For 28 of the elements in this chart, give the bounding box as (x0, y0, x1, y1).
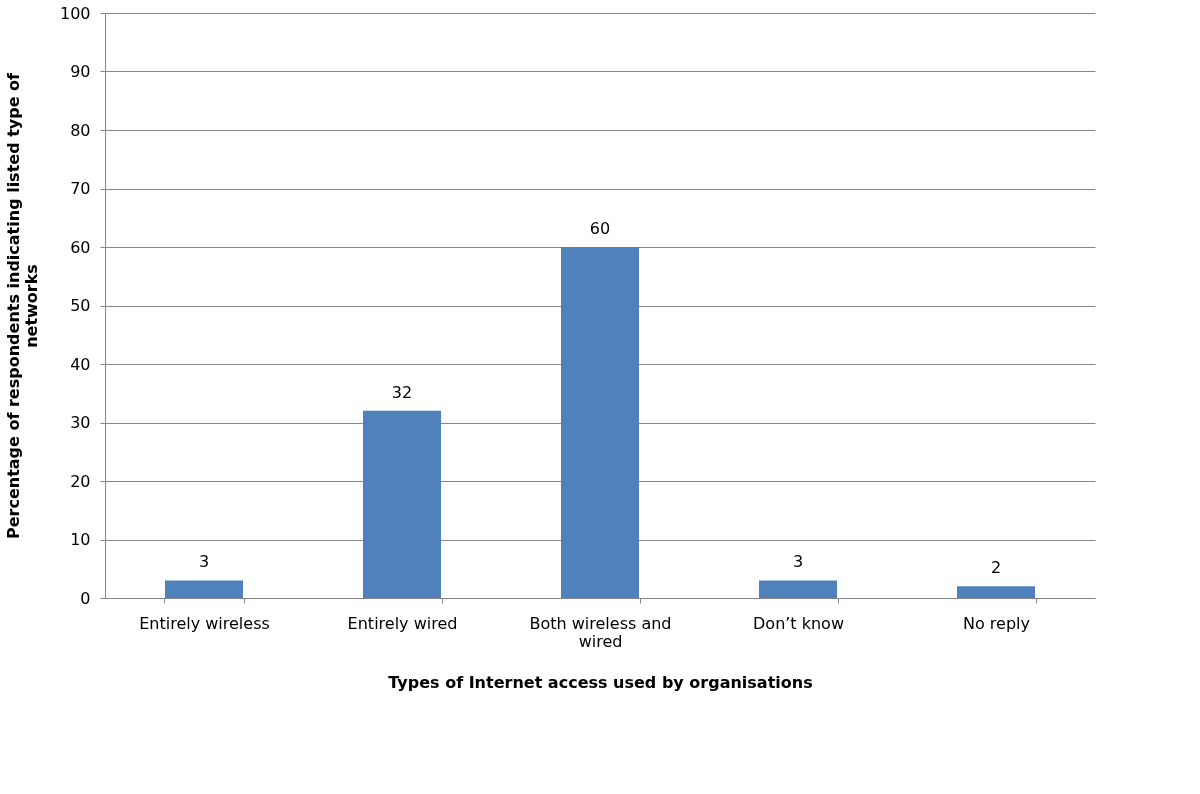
y-tick-label: 80 (70, 120, 91, 140)
y-tick-label: 20 (70, 471, 91, 491)
y-tick-label: 90 (70, 62, 91, 81)
bar (759, 580, 837, 598)
x-tick-label: Entirely wireless (139, 613, 270, 633)
bar (165, 580, 243, 598)
x-tick-label: No reply (963, 613, 1030, 633)
x-tick-label: Entirely wired (347, 613, 458, 633)
data-label: 3 (198, 552, 210, 572)
bar (561, 247, 639, 598)
bar (363, 410, 441, 598)
data-label: 3 (792, 552, 804, 572)
y-tick-label: 10 (70, 530, 91, 549)
bar (957, 586, 1035, 598)
x-tick-label: Both wireless and wired (529, 613, 672, 651)
x-axis-title: Types of Internet access used by organisations (388, 672, 813, 692)
y-tick-label: 50 (70, 296, 91, 315)
y-tick-label: 40 (70, 354, 91, 374)
data-label: 2 (990, 558, 1002, 578)
y-tick-label: 70 (70, 179, 91, 198)
y-tick-label: 100 (59, 3, 91, 23)
y-tick-label: 60 (70, 237, 91, 257)
y-tick-label: 0 (80, 588, 91, 608)
y-axis-title: Percentage of respondents indicating listed type of networks (3, 71, 41, 540)
data-label: 60 (589, 219, 611, 238)
y-tick-label: 30 (70, 413, 91, 432)
data-label: 32 (391, 382, 413, 402)
x-tick-label: Don’t know (753, 613, 844, 633)
